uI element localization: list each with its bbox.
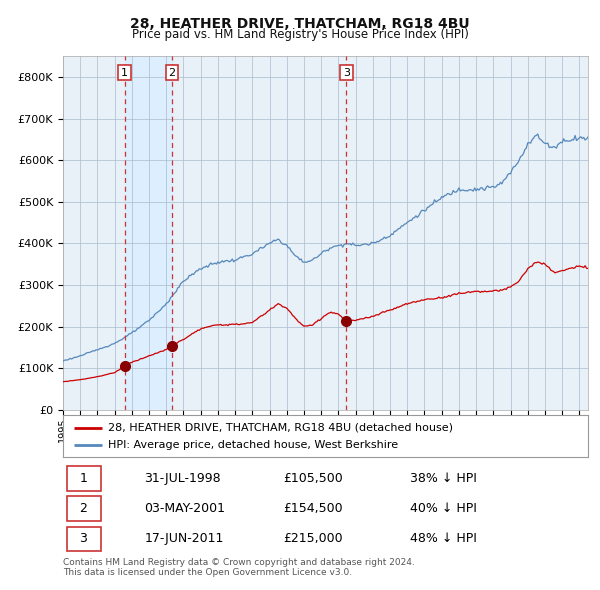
Text: 40% ↓ HPI: 40% ↓ HPI [409,502,476,515]
FancyBboxPatch shape [67,466,101,491]
FancyBboxPatch shape [67,496,101,521]
Text: Contains HM Land Registry data © Crown copyright and database right 2024.
This d: Contains HM Land Registry data © Crown c… [63,558,415,577]
Text: 17-JUN-2011: 17-JUN-2011 [145,532,224,545]
Text: 2: 2 [169,68,176,78]
Text: 31-JUL-1998: 31-JUL-1998 [145,472,221,485]
Text: Price paid vs. HM Land Registry's House Price Index (HPI): Price paid vs. HM Land Registry's House … [131,28,469,41]
Text: 1: 1 [121,68,128,78]
Text: 38% ↓ HPI: 38% ↓ HPI [409,472,476,485]
Text: 3: 3 [80,532,88,545]
Text: 48% ↓ HPI: 48% ↓ HPI [409,532,476,545]
Text: 1: 1 [80,472,88,485]
Text: 2: 2 [80,502,88,515]
Text: 03-MAY-2001: 03-MAY-2001 [145,502,226,515]
Text: HPI: Average price, detached house, West Berkshire: HPI: Average price, detached house, West… [107,440,398,450]
Text: 28, HEATHER DRIVE, THATCHAM, RG18 4BU (detached house): 28, HEATHER DRIVE, THATCHAM, RG18 4BU (d… [107,422,452,432]
Text: 28, HEATHER DRIVE, THATCHAM, RG18 4BU: 28, HEATHER DRIVE, THATCHAM, RG18 4BU [130,17,470,31]
Bar [125,56,172,410]
Text: £154,500: £154,500 [284,502,343,515]
Text: £215,000: £215,000 [284,532,343,545]
FancyBboxPatch shape [67,526,101,551]
Text: 3: 3 [343,68,350,78]
Text: £105,500: £105,500 [284,472,343,485]
